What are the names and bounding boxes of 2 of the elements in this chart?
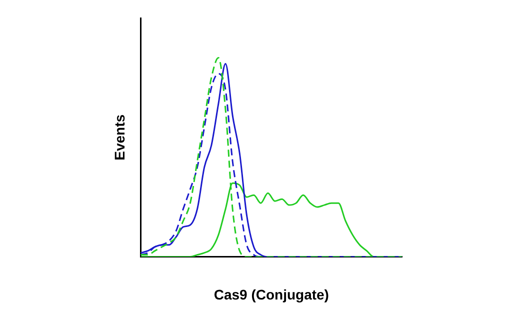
y-axis-title: Events xyxy=(111,114,128,160)
x-axis-title: Cas9 (Conjugate) xyxy=(214,286,329,302)
